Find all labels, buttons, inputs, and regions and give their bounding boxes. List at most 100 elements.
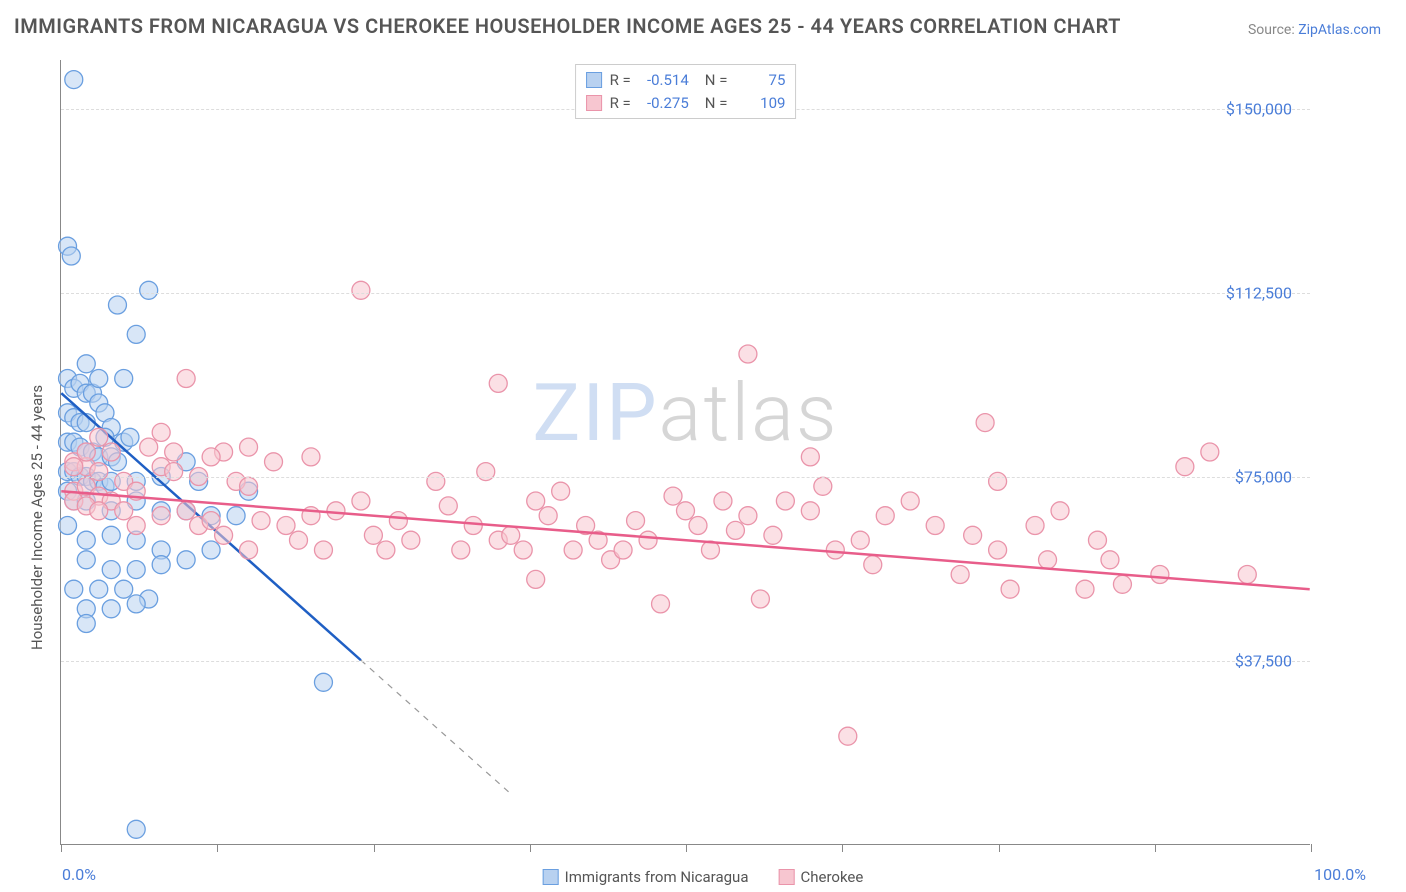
- legend-item-cherokee: Cherokee: [778, 868, 863, 886]
- scatter-point-cherokee: [527, 492, 545, 510]
- scatter-point-nicaragua: [77, 615, 95, 633]
- n-label: N =: [705, 92, 728, 115]
- scatter-point-cherokee: [152, 423, 170, 441]
- x-tick: [530, 844, 531, 852]
- gridline-h: [61, 477, 1310, 478]
- scatter-point-cherokee: [539, 507, 557, 525]
- x-tick: [374, 844, 375, 852]
- scatter-point-cherokee: [1039, 551, 1057, 569]
- n-value-nicaragua: 75: [735, 69, 785, 92]
- y-axis-label: Householder Income Ages 25 - 44 years: [28, 385, 46, 650]
- scatter-point-cherokee: [826, 541, 844, 559]
- scatter-point-nicaragua: [90, 580, 108, 598]
- x-tick: [1311, 844, 1312, 852]
- scatter-point-cherokee: [751, 590, 769, 608]
- scatter-point-cherokee: [152, 507, 170, 525]
- scatter-point-cherokee: [177, 502, 195, 520]
- legend-swatch-cherokee: [778, 869, 794, 885]
- scatter-point-cherokee: [240, 541, 258, 559]
- scatter-point-nicaragua: [59, 517, 77, 535]
- scatter-point-cherokee: [989, 541, 1007, 559]
- r-value-nicaragua: -0.514: [639, 69, 689, 92]
- scatter-point-cherokee: [664, 487, 682, 505]
- scatter-point-nicaragua: [127, 595, 145, 613]
- scatter-point-nicaragua: [127, 561, 145, 579]
- x-tick: [217, 844, 218, 852]
- scatter-point-cherokee: [202, 448, 220, 466]
- scatter-point-cherokee: [976, 414, 994, 432]
- scatter-point-cherokee: [801, 502, 819, 520]
- scatter-svg: [61, 60, 1310, 844]
- x-tick: [686, 844, 687, 852]
- scatter-point-cherokee: [115, 502, 133, 520]
- scatter-point-nicaragua: [77, 531, 95, 549]
- scatter-point-cherokee: [714, 492, 732, 510]
- scatter-point-cherokee: [677, 502, 695, 520]
- scatter-point-cherokee: [1151, 566, 1169, 584]
- gridline-h: [61, 661, 1310, 662]
- scatter-point-cherokee: [427, 472, 445, 490]
- scatter-point-cherokee: [464, 517, 482, 535]
- scatter-point-cherokee: [726, 521, 744, 539]
- scatter-point-cherokee: [389, 512, 407, 530]
- scatter-point-cherokee: [689, 517, 707, 535]
- scatter-point-cherokee: [489, 374, 507, 392]
- y-tick-label: $112,500: [1226, 284, 1292, 303]
- n-label: N =: [705, 69, 728, 92]
- n-value-cherokee: 109: [735, 92, 785, 115]
- r-value-cherokee: -0.275: [639, 92, 689, 115]
- trend-extrapolation-nicaragua: [361, 660, 511, 794]
- scatter-point-cherokee: [102, 443, 120, 461]
- scatter-point-nicaragua: [115, 580, 133, 598]
- scatter-point-cherokee: [1001, 580, 1019, 598]
- scatter-point-cherokee: [564, 541, 582, 559]
- scatter-point-cherokee: [177, 370, 195, 388]
- gridline-h: [61, 293, 1310, 294]
- scatter-point-cherokee: [90, 502, 108, 520]
- plot-area: ZIPatlas R =-0.514N =75R =-0.275N =109 $…: [60, 60, 1310, 845]
- scatter-point-cherokee: [964, 526, 982, 544]
- scatter-point-cherokee: [989, 472, 1007, 490]
- scatter-point-nicaragua: [177, 551, 195, 569]
- scatter-point-nicaragua: [227, 507, 245, 525]
- scatter-point-cherokee: [1088, 531, 1106, 549]
- scatter-point-nicaragua: [77, 355, 95, 373]
- scatter-point-nicaragua: [127, 325, 145, 343]
- scatter-point-cherokee: [202, 512, 220, 530]
- scatter-point-nicaragua: [115, 370, 133, 388]
- scatter-point-cherokee: [1101, 551, 1119, 569]
- y-tick-label: $37,500: [1235, 652, 1292, 671]
- scatter-point-cherokee: [776, 492, 794, 510]
- chart-title: IMMIGRANTS FROM NICARAGUA VS CHEROKEE HO…: [14, 14, 1121, 38]
- scatter-point-cherokee: [439, 497, 457, 515]
- scatter-point-cherokee: [951, 566, 969, 584]
- legend-label-nicaragua: Immigrants from Nicaragua: [565, 868, 749, 886]
- scatter-point-cherokee: [90, 428, 108, 446]
- scatter-point-nicaragua: [102, 526, 120, 544]
- source-link[interactable]: ZipAtlas.com: [1298, 22, 1381, 38]
- scatter-point-cherokee: [290, 531, 308, 549]
- scatter-point-cherokee: [1201, 443, 1219, 461]
- scatter-point-nicaragua: [152, 556, 170, 574]
- scatter-point-cherokee: [77, 443, 95, 461]
- scatter-point-cherokee: [639, 531, 657, 549]
- scatter-point-cherokee: [240, 477, 258, 495]
- scatter-point-cherokee: [839, 727, 857, 745]
- scatter-point-cherokee: [627, 512, 645, 530]
- r-label: R =: [610, 92, 631, 115]
- scatter-point-cherokee: [514, 541, 532, 559]
- swatch-cherokee: [586, 95, 602, 111]
- scatter-point-cherokee: [327, 502, 345, 520]
- scatter-point-cherokee: [314, 541, 332, 559]
- scatter-point-cherokee: [876, 507, 894, 525]
- scatter-point-cherokee: [65, 458, 83, 476]
- scatter-point-cherokee: [165, 443, 183, 461]
- scatter-point-cherokee: [352, 492, 370, 510]
- x-tick: [61, 844, 62, 852]
- scatter-point-nicaragua: [62, 247, 80, 265]
- scatter-point-nicaragua: [127, 820, 145, 838]
- legend-swatch-nicaragua: [543, 869, 559, 885]
- scatter-point-cherokee: [364, 526, 382, 544]
- x-tick-label-max: 100.0%: [1314, 865, 1366, 884]
- scatter-point-nicaragua: [77, 551, 95, 569]
